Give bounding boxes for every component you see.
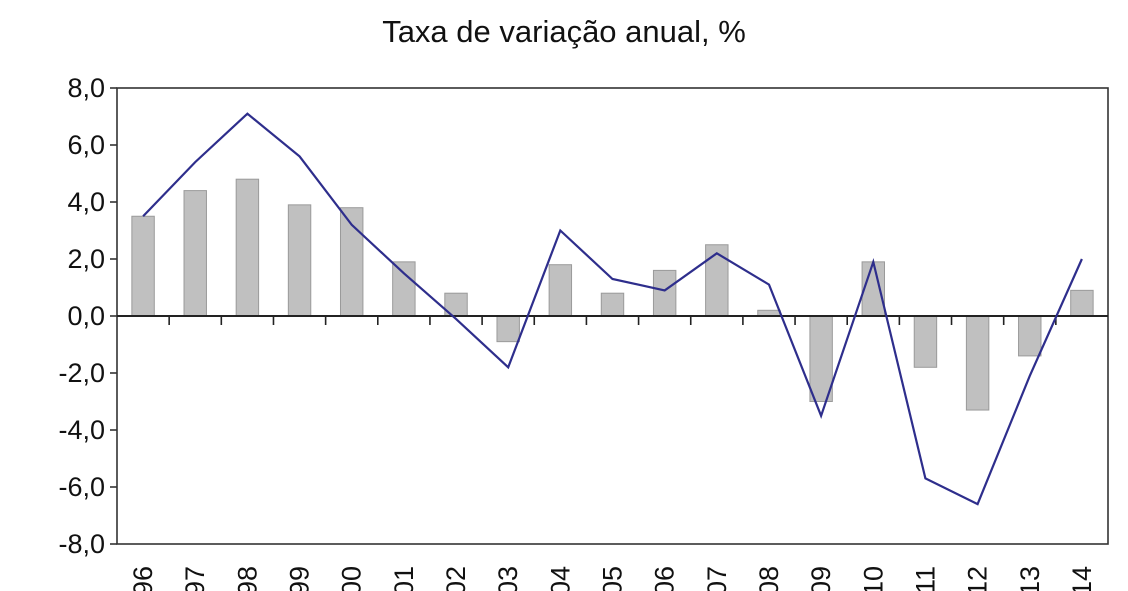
x-category-label: 08: [754, 566, 784, 591]
bar: [548, 264, 573, 317]
x-category-label: 96: [128, 566, 158, 591]
bar: [1070, 289, 1094, 317]
x-category-label: 14: [1067, 566, 1097, 591]
bar: [183, 190, 207, 317]
x-category-label: 12: [963, 566, 993, 591]
bar: [1018, 315, 1042, 357]
x-category-label: 99: [285, 566, 315, 591]
bar: [913, 315, 938, 368]
bar: [600, 292, 625, 317]
x-category-label: 02: [441, 566, 471, 591]
x-category-label: 04: [545, 566, 575, 591]
chart-title: Taxa de variação anual, %: [382, 14, 746, 49]
x-category-label: 03: [493, 566, 523, 591]
x-axis-labels: 96 97 98 99 00 01 02 03 04 05 06 07 08 09 10 11 12 13 14: [128, 566, 1097, 591]
y-tick-label: -6,0: [58, 472, 105, 502]
x-category-label: 01: [389, 566, 419, 591]
bar: [496, 315, 520, 343]
bar: [131, 215, 155, 317]
y-tick-label: 8,0: [67, 73, 105, 103]
y-tick-label: 4,0: [67, 187, 105, 217]
x-axis-ticks: [168, 316, 1057, 325]
line-series: [142, 112, 1083, 506]
x-category-label: 00: [337, 566, 367, 591]
y-axis: 8,0 6,0 4,0 2,0 0,0 -2,0 -4,0 -6,0 -8,0: [58, 73, 117, 559]
x-category-label: 98: [232, 566, 262, 591]
bar: [965, 315, 990, 411]
y-tick-label: 6,0: [67, 130, 105, 160]
x-category-label: 09: [806, 566, 836, 591]
x-category-label: 97: [180, 566, 210, 591]
bar: [809, 315, 833, 402]
y-tick-label: -4,0: [58, 415, 105, 445]
bar: [235, 178, 260, 317]
x-category-label: 05: [598, 566, 628, 591]
bar: [287, 204, 312, 317]
bar: [705, 244, 729, 317]
bar: [652, 269, 677, 317]
x-category-label: 11: [910, 566, 940, 591]
x-category-label: 06: [650, 566, 680, 591]
x-category-label: 13: [1015, 566, 1045, 591]
bar: [392, 261, 416, 317]
x-category-label: 07: [702, 566, 732, 591]
x-category-label: 10: [858, 566, 888, 591]
bar: [861, 261, 886, 317]
y-tick-label: -2,0: [58, 358, 105, 388]
y-tick-label: 0,0: [67, 301, 105, 331]
y-tick-label: 2,0: [67, 244, 105, 274]
bar-series: [131, 178, 1094, 411]
y-tick-label: -8,0: [58, 529, 105, 559]
